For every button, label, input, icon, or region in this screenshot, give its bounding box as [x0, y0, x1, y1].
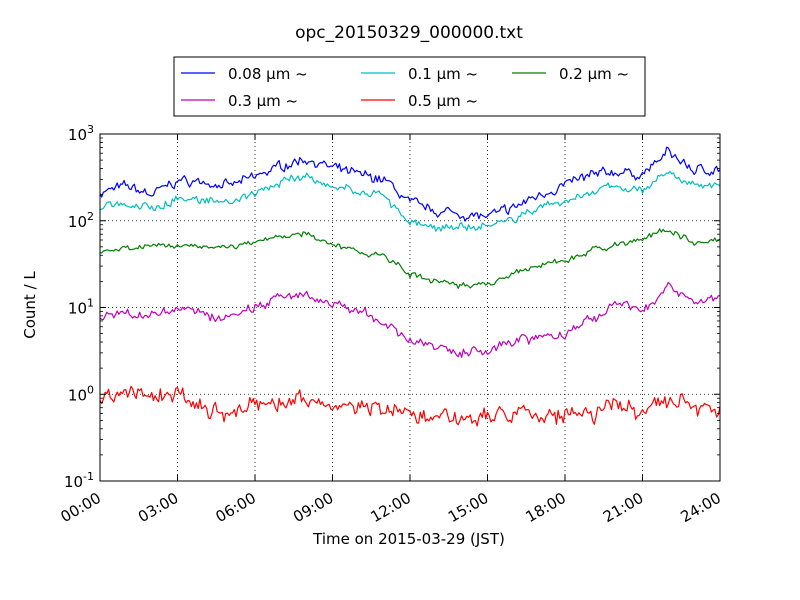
legend-box: [173, 56, 646, 117]
y-tick-label: 101: [68, 297, 94, 318]
legend-label: 0.2 μm ~: [559, 65, 629, 83]
y-tick-label: 103: [68, 123, 94, 144]
legend-label: 0.1 μm ~: [408, 65, 478, 83]
chart-title: opc_20150329_000000.txt: [295, 23, 523, 43]
legend-label: 0.5 μm ~: [408, 92, 478, 110]
x-axis-label: Time on 2015-03-29 (JST): [312, 530, 505, 548]
series-group: [99, 146, 721, 427]
y-tick-label: 100: [68, 383, 94, 404]
series-line: [99, 170, 721, 232]
legend-label: 0.08 μm ~: [228, 65, 308, 83]
series-line: [100, 228, 721, 289]
series-line: [99, 281, 721, 358]
y-tick-label: 10-1: [64, 470, 94, 491]
series-line: [99, 385, 721, 427]
grid: [100, 134, 720, 481]
legend-label: 0.3 μm ~: [228, 92, 298, 110]
legend: 0.08 μm ~ 0.1 μm ~ 0.2 μm ~ 0.3 μm ~ 0.5 μm …: [173, 56, 646, 117]
y-tick-label: 102: [68, 210, 94, 231]
y-axis-label: Count / L: [21, 271, 39, 339]
series-line: [99, 146, 721, 222]
